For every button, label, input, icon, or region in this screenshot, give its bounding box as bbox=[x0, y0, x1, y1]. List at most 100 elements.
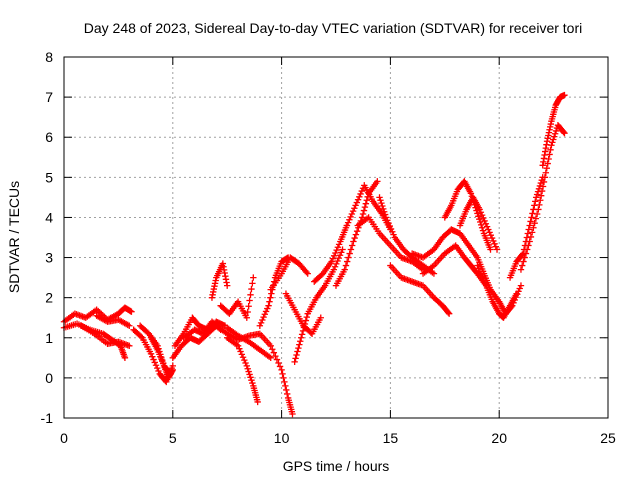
y-tick-label: 8 bbox=[45, 49, 53, 65]
data-point bbox=[480, 214, 487, 222]
data-point bbox=[541, 174, 549, 181]
data-point bbox=[482, 220, 490, 227]
data-point bbox=[259, 316, 266, 324]
data-point bbox=[297, 334, 305, 341]
data-point bbox=[147, 350, 155, 358]
data-point bbox=[387, 225, 395, 233]
data-point bbox=[246, 371, 253, 378]
data-point bbox=[352, 231, 360, 238]
y-tick-label: 4 bbox=[45, 209, 53, 225]
data-point bbox=[343, 258, 351, 265]
data-point bbox=[378, 199, 385, 207]
y-tick-label: 5 bbox=[45, 169, 53, 185]
data-point bbox=[338, 249, 345, 256]
data-point bbox=[560, 128, 567, 136]
data-point bbox=[351, 234, 358, 242]
data-point bbox=[526, 222, 533, 229]
data-point bbox=[335, 254, 342, 262]
data-point bbox=[519, 262, 526, 269]
data-point bbox=[334, 257, 341, 265]
data-points bbox=[60, 91, 568, 418]
data-point bbox=[476, 206, 483, 213]
data-point bbox=[265, 302, 272, 309]
x-tick-label: 10 bbox=[274, 430, 290, 446]
data-point bbox=[343, 222, 351, 229]
data-point bbox=[150, 356, 157, 363]
data-point bbox=[330, 252, 338, 260]
data-point bbox=[477, 209, 485, 216]
data-point bbox=[137, 333, 145, 340]
data-point bbox=[517, 282, 525, 289]
data-point bbox=[248, 376, 255, 384]
data-point bbox=[272, 352, 279, 360]
y-tick-label: 3 bbox=[45, 250, 53, 266]
data-point bbox=[267, 342, 274, 349]
data-point bbox=[149, 353, 156, 360]
data-point bbox=[539, 183, 547, 190]
data-point bbox=[532, 198, 539, 205]
data-point bbox=[257, 319, 265, 327]
data-point bbox=[353, 227, 361, 235]
data-point bbox=[267, 354, 274, 362]
data-point bbox=[528, 214, 535, 221]
data-point bbox=[357, 190, 364, 198]
data-point bbox=[128, 308, 135, 315]
data-point bbox=[237, 348, 244, 355]
data-point bbox=[380, 208, 388, 215]
data-point bbox=[445, 310, 453, 317]
data-point bbox=[377, 197, 384, 204]
data-point bbox=[477, 218, 484, 226]
data-point bbox=[169, 366, 176, 374]
data-point bbox=[360, 207, 368, 214]
data-point bbox=[527, 233, 535, 241]
data-point bbox=[152, 362, 160, 369]
data-point bbox=[344, 219, 352, 226]
data-point bbox=[249, 379, 256, 387]
data-point bbox=[542, 169, 550, 176]
data-point bbox=[280, 374, 287, 382]
data-point bbox=[389, 228, 396, 235]
data-point bbox=[348, 210, 356, 218]
data-point bbox=[380, 205, 387, 213]
data-point bbox=[239, 354, 247, 361]
data-point bbox=[254, 398, 261, 406]
data-point bbox=[493, 246, 501, 253]
data-point bbox=[351, 205, 358, 212]
data-point bbox=[334, 244, 342, 251]
data-point bbox=[381, 211, 389, 218]
plot-frame bbox=[63, 56, 609, 419]
data-point bbox=[445, 309, 452, 316]
data-point bbox=[236, 345, 243, 352]
y-tick-labels: -1 0 1 2 3 4 5 6 7 8 bbox=[41, 49, 54, 426]
data-point bbox=[492, 243, 499, 250]
data-point bbox=[386, 222, 393, 230]
data-point bbox=[533, 191, 541, 198]
data-point bbox=[283, 386, 290, 394]
data-point bbox=[516, 285, 523, 292]
data-point bbox=[361, 203, 369, 211]
data-point bbox=[523, 246, 531, 253]
x-tick-label: 0 bbox=[60, 430, 68, 446]
data-point bbox=[390, 231, 397, 238]
data-point bbox=[485, 226, 492, 233]
axis-ticks bbox=[63, 56, 609, 419]
data-point bbox=[487, 246, 494, 253]
data-point bbox=[302, 317, 310, 324]
data-point bbox=[294, 348, 301, 355]
data-point bbox=[362, 200, 370, 207]
x-tick-label: 20 bbox=[491, 430, 507, 446]
data-point bbox=[266, 298, 273, 305]
data-point bbox=[126, 322, 133, 329]
data-point bbox=[379, 202, 386, 210]
data-point bbox=[303, 313, 310, 321]
data-point bbox=[487, 232, 495, 239]
data-point bbox=[275, 359, 282, 367]
y-tick-label: 0 bbox=[45, 370, 53, 386]
data-point bbox=[376, 194, 383, 201]
data-point bbox=[298, 331, 306, 338]
data-point bbox=[536, 201, 543, 209]
data-point bbox=[474, 262, 481, 269]
data-point bbox=[363, 197, 370, 204]
data-point bbox=[291, 358, 298, 366]
